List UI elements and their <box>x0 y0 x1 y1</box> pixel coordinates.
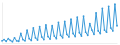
plot-area <box>1 3 118 42</box>
marker <box>43 39 45 41</box>
marker <box>66 33 68 35</box>
marker <box>20 33 22 35</box>
marker <box>81 35 83 37</box>
marker <box>116 25 118 27</box>
marker <box>87 34 89 36</box>
marker <box>106 31 108 33</box>
marker <box>41 36 43 38</box>
marker <box>37 39 39 41</box>
marker <box>89 23 91 25</box>
marker <box>7 38 9 40</box>
marker <box>78 32 80 34</box>
marker <box>70 18 72 20</box>
marker <box>53 35 55 37</box>
marker <box>45 24 47 26</box>
marker <box>76 16 78 18</box>
marker <box>108 5 110 7</box>
marker <box>1 40 3 42</box>
marker <box>95 12 97 14</box>
marker <box>26 29 28 31</box>
marker <box>3 39 5 41</box>
marker <box>85 31 87 33</box>
axis-line <box>3 43 118 44</box>
marker <box>22 39 24 41</box>
marker <box>16 40 18 42</box>
marker <box>74 36 76 38</box>
marker <box>9 40 11 42</box>
axis-line <box>2 3 3 44</box>
marker <box>60 34 62 36</box>
marker <box>58 21 60 23</box>
marker <box>104 29 106 31</box>
series-line <box>2 4 117 42</box>
marker <box>5 40 7 42</box>
marker <box>72 33 74 35</box>
marker <box>47 36 49 38</box>
marker <box>114 3 116 5</box>
marker <box>39 26 41 28</box>
marker <box>35 37 37 39</box>
marker <box>28 38 30 40</box>
x-axis <box>3 43 118 44</box>
marker <box>110 27 112 29</box>
marker <box>18 40 20 42</box>
y-axis <box>2 3 3 44</box>
chart <box>0 0 120 45</box>
marker <box>83 15 85 17</box>
marker <box>14 37 16 39</box>
marker <box>30 40 32 42</box>
marker <box>101 8 103 10</box>
marker <box>55 38 57 40</box>
marker <box>91 29 93 31</box>
marker <box>112 30 114 32</box>
marker <box>97 30 99 32</box>
marker <box>51 25 53 27</box>
marker <box>64 21 66 23</box>
marker <box>32 27 34 29</box>
marker <box>49 38 51 40</box>
marker <box>93 33 95 35</box>
marker <box>99 33 101 35</box>
marker <box>24 40 26 42</box>
marker <box>12 41 14 43</box>
marker <box>62 37 64 39</box>
marker <box>68 36 70 38</box>
